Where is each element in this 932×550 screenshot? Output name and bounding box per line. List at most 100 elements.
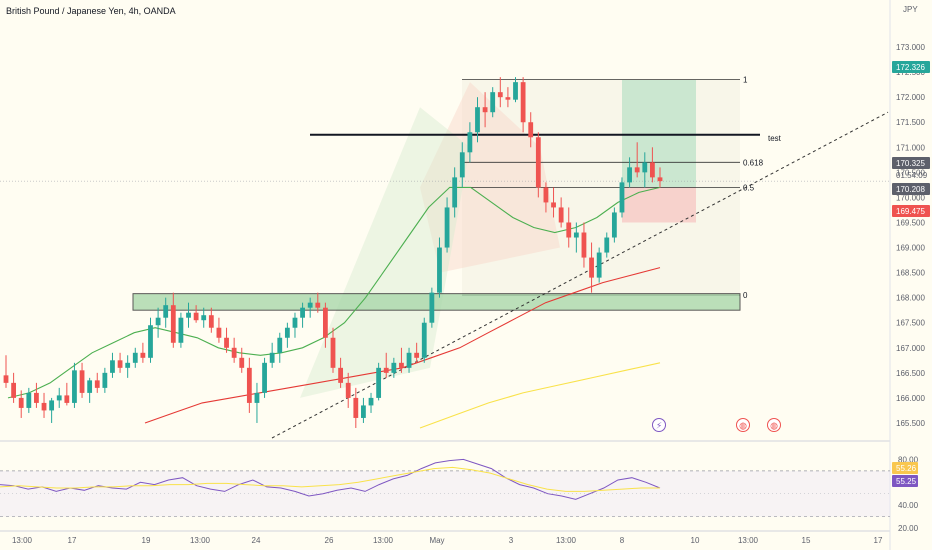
candle: [18, 390, 24, 418]
candle-body: [528, 122, 534, 138]
candle-body: [657, 177, 663, 182]
candle: [353, 387, 359, 428]
candle-body: [429, 292, 435, 323]
trendline: [271, 111, 889, 439]
candle: [284, 322, 290, 348]
candle-body: [102, 372, 108, 388]
fib-label: 1: [743, 76, 748, 85]
candle: [125, 355, 131, 378]
event-flag-icon: ◍: [767, 418, 781, 432]
candle: [231, 337, 237, 363]
y-tick-label: 166.000: [896, 394, 925, 403]
candle: [482, 92, 488, 128]
y-tick-label: 167.000: [896, 344, 925, 353]
candle-body: [619, 182, 625, 213]
y-tick-label: 169.000: [896, 244, 925, 253]
candle-body: [566, 222, 572, 238]
candle-body: [170, 305, 176, 343]
candle-body: [117, 360, 123, 368]
candle-body: [3, 375, 9, 383]
candle: [110, 352, 115, 378]
y-tick-label: 169.500: [896, 218, 925, 227]
loss-zone: [622, 187, 696, 223]
event-lightning-icon: ⚡: [652, 418, 666, 432]
candle: [535, 132, 541, 198]
chart-title: British Pound / Japanese Yen, 4h, OANDA: [6, 6, 176, 16]
candle: [292, 312, 298, 338]
candle: [467, 122, 473, 163]
candle-body: [551, 202, 556, 208]
candle-body: [459, 152, 465, 178]
candle: [41, 392, 47, 418]
candle-body: [399, 362, 404, 368]
candle-body: [201, 315, 207, 321]
fib-label: 0.5: [743, 183, 755, 192]
candle-body: [163, 305, 169, 318]
candle-body: [224, 337, 229, 348]
candle: [330, 327, 336, 373]
candle: [657, 167, 663, 188]
candle-body: [208, 315, 214, 328]
price-label-box: [892, 205, 930, 217]
candle-body: [414, 352, 420, 358]
candle-body: [87, 380, 93, 393]
candle-body: [11, 382, 17, 398]
rsi-series-line: [0, 458, 661, 500]
x-tick-label: 13:00: [373, 536, 394, 545]
candle: [543, 182, 549, 213]
x-tick-label: 17: [68, 536, 77, 545]
candle: [437, 237, 442, 298]
candle: [79, 362, 85, 398]
rsi-tick-label: 20.00: [898, 524, 919, 533]
x-tick-label: 13:00: [556, 536, 577, 545]
candle: [300, 302, 305, 328]
candle-body: [475, 107, 480, 133]
x-tick-label: 24: [252, 536, 261, 545]
event-icon-circle: [767, 418, 781, 432]
candle: [170, 292, 176, 348]
countdown-label: 01:54:09: [896, 171, 928, 180]
candle-body: [315, 302, 321, 308]
candle-body: [18, 397, 24, 408]
candle: [254, 382, 260, 423]
candle: [414, 342, 420, 363]
candle: [132, 347, 138, 368]
x-tick-label: 13:00: [738, 536, 759, 545]
y-tick-label: 168.000: [896, 294, 925, 303]
channel-shade-green: [300, 107, 470, 398]
candle-body: [239, 357, 245, 368]
candle-body: [520, 82, 526, 123]
x-tick-label: 19: [142, 536, 151, 545]
price-label-text: 170.208: [896, 185, 925, 194]
candle: [49, 397, 55, 423]
support-zone: [132, 293, 741, 311]
candle: [475, 97, 480, 143]
moving-average-line: [419, 362, 661, 429]
y-tick-label: 167.500: [896, 319, 925, 328]
candle-body: [490, 92, 496, 113]
candle-body: [72, 370, 77, 403]
candle-body: [155, 317, 161, 326]
candle: [94, 372, 100, 393]
candle-body: [642, 162, 648, 173]
candle: [148, 317, 153, 363]
candle-body: [284, 327, 290, 338]
price-label-box: [892, 183, 930, 195]
candle-body: [604, 237, 610, 253]
candle-body: [94, 380, 100, 388]
candle-body: [649, 162, 655, 178]
y-tick-label: 173.000: [896, 43, 925, 52]
candle-body: [543, 187, 549, 203]
candle: [513, 77, 518, 103]
fib-label: 0: [743, 291, 748, 300]
x-tick-label: 13:00: [190, 536, 211, 545]
x-tick-label: 26: [325, 536, 334, 545]
candle: [64, 382, 70, 406]
candle: [269, 342, 275, 368]
candle: [619, 177, 625, 218]
candle: [102, 367, 108, 393]
candle-body: [216, 327, 222, 338]
candle: [406, 347, 412, 373]
